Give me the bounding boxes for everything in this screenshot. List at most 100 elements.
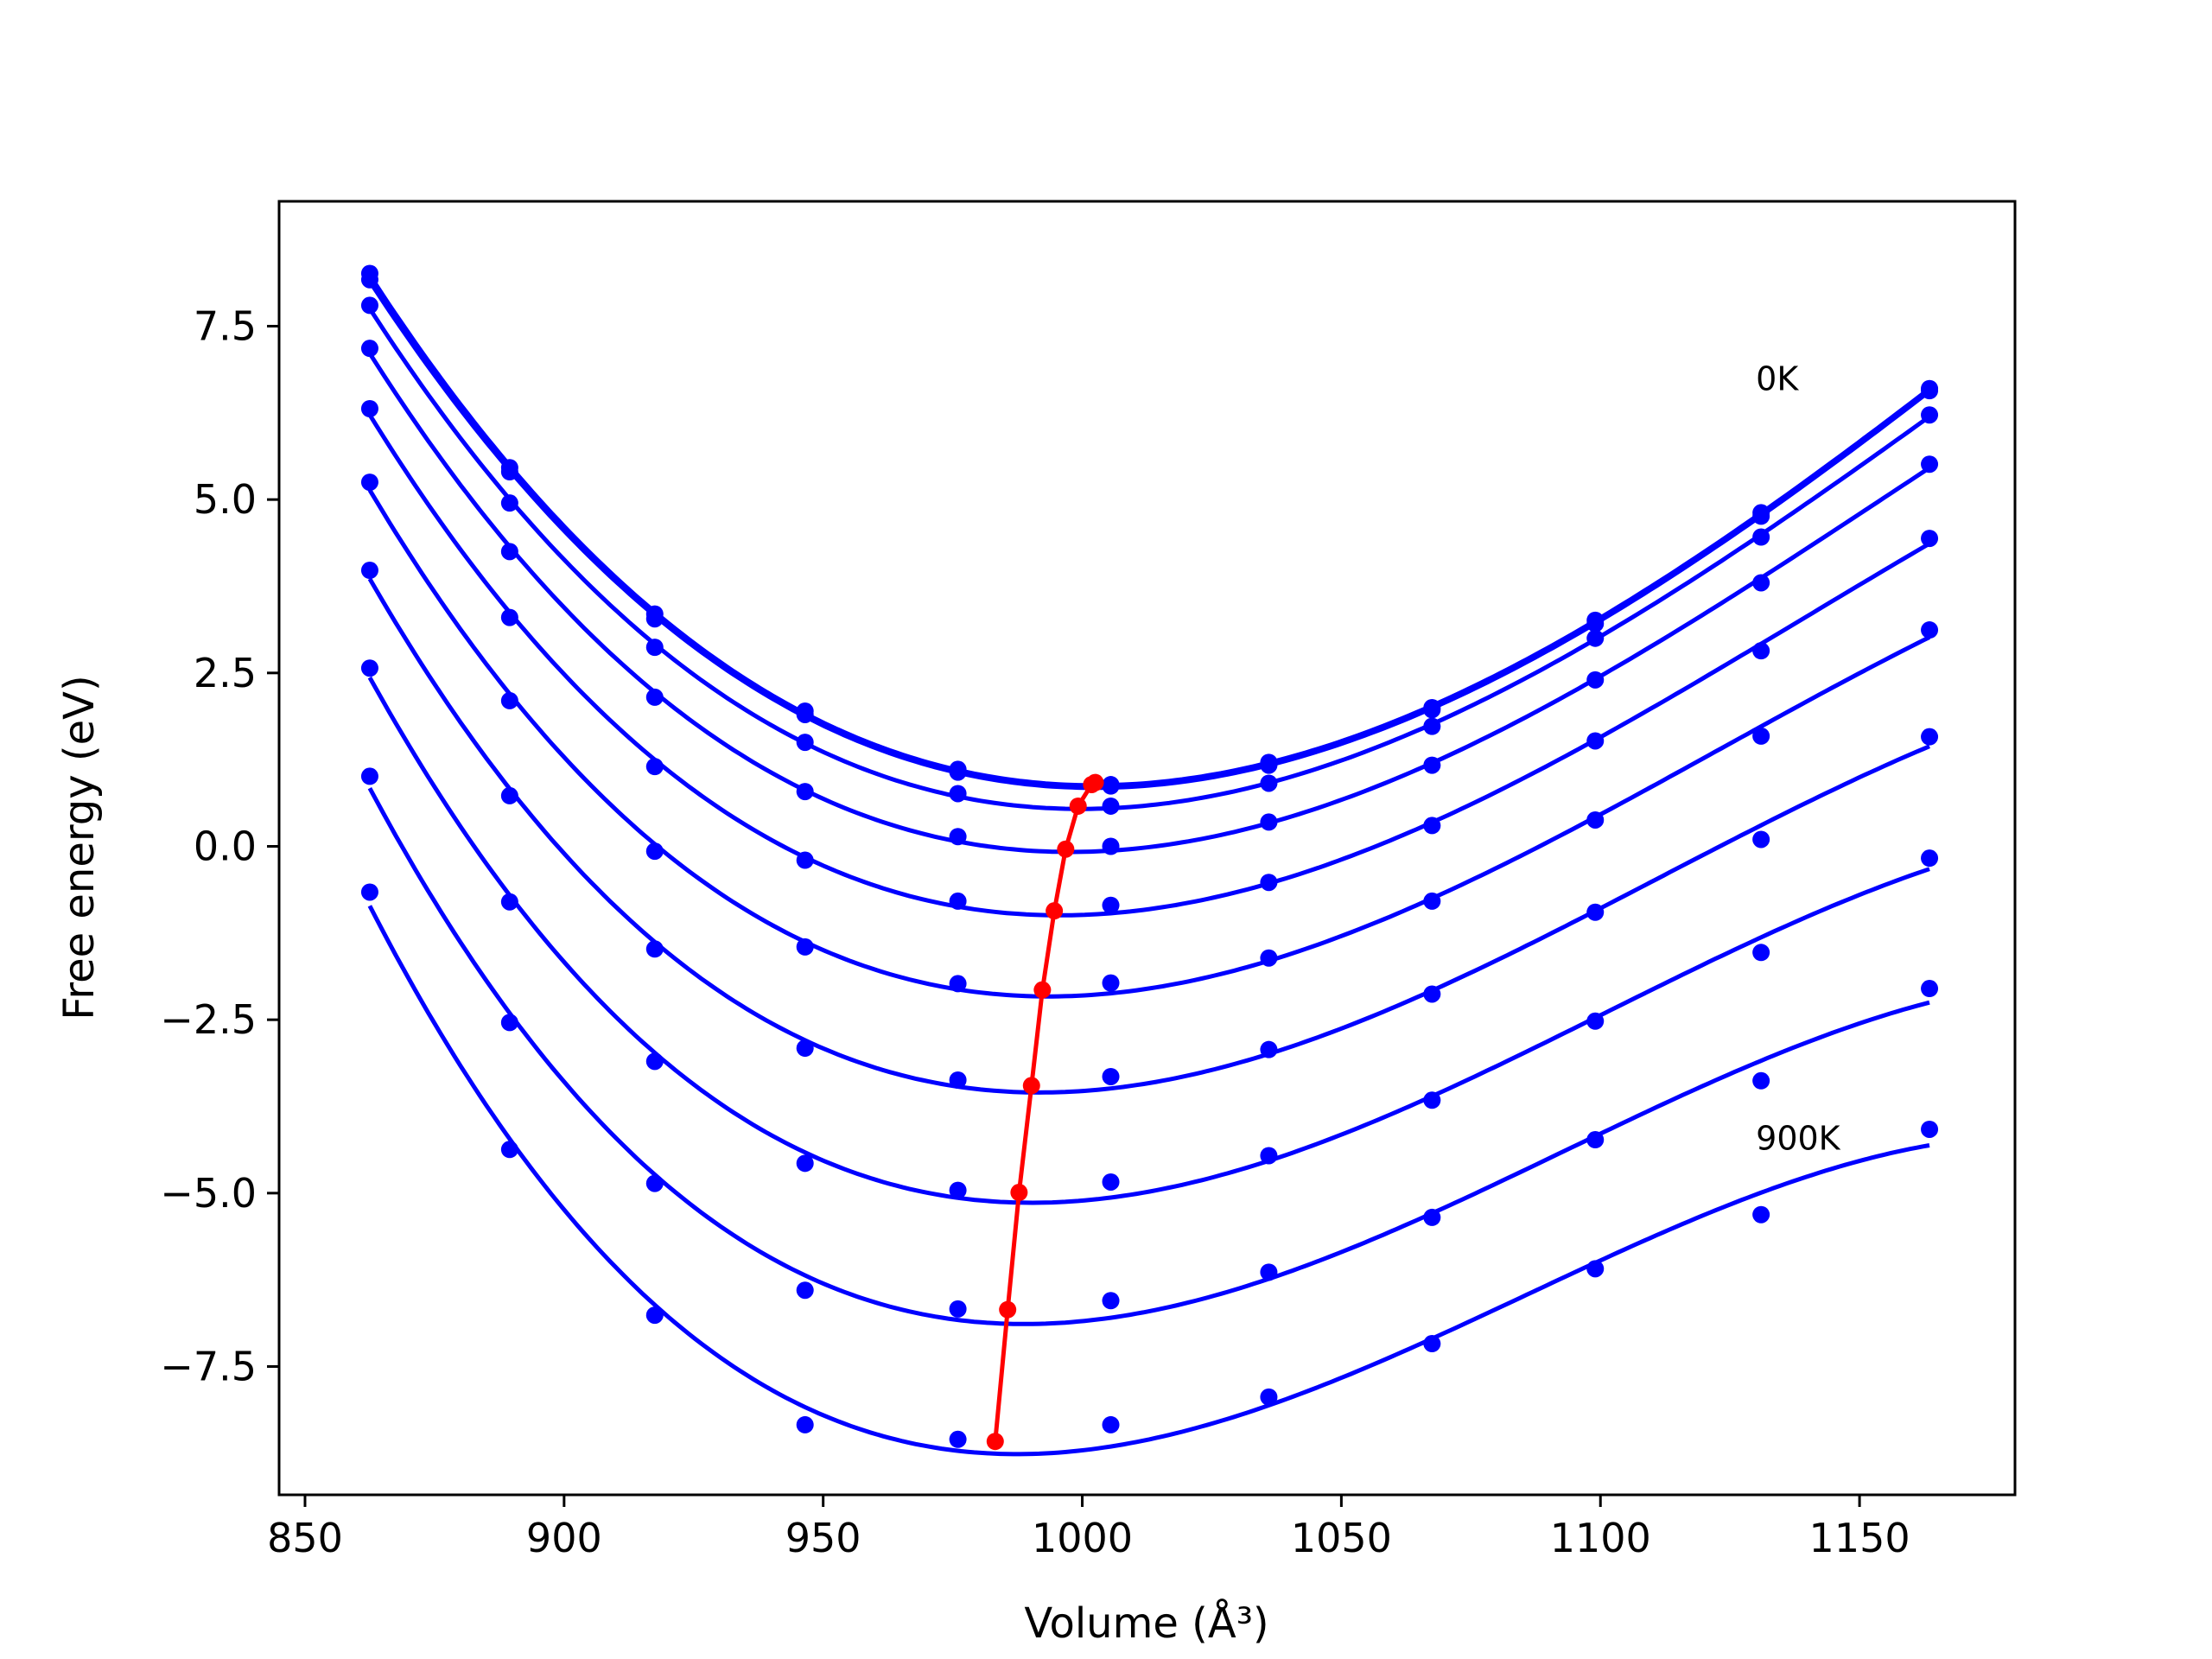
series-4-point-1 [500,608,518,626]
series-4-point-5 [1102,896,1120,914]
minima-point-3 [1057,840,1075,858]
series-4-point-4 [949,892,967,910]
series-1-point-10 [1921,382,1939,400]
series-0-curve [367,274,1931,788]
series-9-point-0 [360,883,378,901]
series-5-point-0 [360,474,378,492]
series-9-point-7 [1423,1335,1441,1353]
series-5-point-8 [1586,810,1605,829]
x-tick-label-4: 1050 [1291,1515,1392,1561]
y-axis-label: Free energy (eV) [55,675,104,1020]
series-9-point-10 [1921,1120,1939,1138]
series-3-curve [367,352,1931,855]
series-5-point-6 [1260,949,1278,967]
series-2-point-1 [500,494,518,512]
series-1-point-4 [949,763,967,781]
series-6-point-4 [949,1071,967,1089]
series-7-point-4 [949,1181,967,1199]
y-tick-label-0: −7.5 [160,1344,257,1390]
annotations: 0K 900K [1756,360,1841,1158]
minima-point-8 [999,1300,1017,1319]
series-3-point-1 [500,543,518,561]
series-5-point-2 [645,842,664,861]
series-6-point-5 [1102,1067,1120,1085]
y-tick-label-4: 2.5 [194,650,257,696]
x-axis-label: Volume (Å³) [1024,1599,1268,1648]
series-2-point-9 [1752,528,1770,546]
series-8-point-6 [1260,1263,1278,1281]
series-4-point-3 [796,851,814,869]
minima-point-2 [1069,797,1087,815]
series-2-point-0 [360,296,378,315]
series-1-point-0 [360,270,378,289]
series-1-point-1 [500,463,518,481]
series-2-point-3 [796,734,814,752]
series-6-point-10 [1921,728,1939,746]
series-8-point-9 [1752,1071,1770,1090]
x-axis: 850 900 950 1000 1050 1100 1150 [267,1495,1910,1561]
series-6-point-7 [1423,985,1441,1003]
series-2-point-8 [1586,629,1605,647]
series-points [360,264,1939,1448]
series-8-point-5 [1102,1292,1120,1310]
minima-point-7 [1010,1184,1028,1202]
series-8-point-10 [1921,980,1939,998]
series-2-point-2 [645,639,664,657]
plot-frame [277,200,2017,1497]
series-1-point-7 [1423,701,1441,719]
x-tick-label-3: 1000 [1032,1515,1133,1561]
minima-point-4 [1046,902,1064,920]
series-3-point-0 [360,340,378,358]
series-2-point-10 [1921,406,1939,424]
series-5-curve [367,488,1931,999]
series-5-point-5 [1102,974,1120,992]
series-7-point-6 [1260,1147,1278,1165]
series-4-point-2 [645,758,664,776]
series-9-point-6 [1260,1388,1278,1406]
minima-point-6 [1022,1077,1040,1095]
series-5-point-3 [796,938,814,956]
y-axis: −7.5 −5.0 −2.5 0.0 2.5 5.0 7.5 [160,302,279,1390]
series-5-point-1 [500,691,518,709]
series-6-point-6 [1260,1040,1278,1058]
series-8-point-3 [796,1281,814,1300]
series-8-point-8 [1586,1131,1605,1149]
series-3-point-3 [796,783,814,801]
series-6-point-1 [500,786,518,804]
series-3-point-5 [1102,837,1120,855]
series-1-point-2 [645,610,664,628]
series-curves [367,274,1931,1457]
series-3-point-8 [1586,671,1605,689]
series-4-point-8 [1586,732,1605,750]
minima-point-1 [1083,776,1101,794]
series-3-point-2 [645,688,664,706]
series-9-point-9 [1752,1205,1770,1224]
series-6-point-2 [645,940,664,958]
series-7-point-10 [1921,849,1939,868]
series-4-point-6 [1260,874,1278,892]
series-3-point-10 [1921,455,1939,474]
series-9-point-1 [500,1141,518,1159]
series-6-curve [367,577,1930,1095]
minima-point-9 [986,1433,1004,1451]
series-5-point-9 [1752,727,1770,745]
series-2-point-5 [1102,797,1120,815]
annotation-1: 900K [1756,1120,1841,1158]
series-1-curve [367,280,1931,791]
series-7-point-3 [796,1154,814,1173]
y-tick-label-3: 0.0 [194,823,257,869]
series-9-point-4 [949,1430,967,1448]
series-2-point-7 [1423,717,1441,735]
x-tick-label-6: 1150 [1809,1515,1910,1561]
series-5-point-7 [1423,892,1441,910]
series-7-point-0 [360,659,378,677]
series-7-point-7 [1423,1091,1441,1109]
series-6-point-0 [360,562,378,580]
series-3-point-9 [1752,574,1770,592]
series-1-point-9 [1752,507,1770,525]
series-1-point-5 [1102,777,1120,795]
series-3-point-6 [1260,813,1278,831]
series-8-curve [367,787,1930,1326]
